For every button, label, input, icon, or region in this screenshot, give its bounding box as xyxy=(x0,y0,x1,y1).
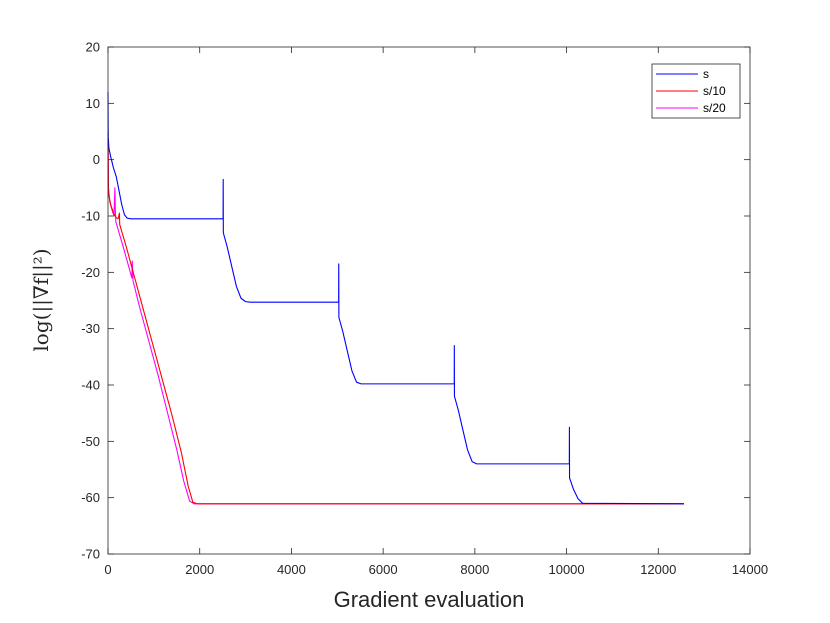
y-axis-label: log(||∇f||²) xyxy=(29,248,54,351)
plot-frame xyxy=(107,46,751,555)
y-tick-label: -60 xyxy=(81,490,100,505)
y-tick-label: 0 xyxy=(93,152,100,167)
series-line-s-10 xyxy=(107,131,684,505)
x-tick-label: 6000 xyxy=(369,562,398,577)
y-tick-label: -50 xyxy=(81,434,100,449)
y-tick-labels: -70 -60 -50 -40 -30 -20 -10 0 10 20 xyxy=(81,40,100,562)
x-tick-label: 4000 xyxy=(277,562,306,577)
legend: s s/10 s/20 xyxy=(651,63,741,119)
series-group xyxy=(107,92,684,505)
legend-label: s/10 xyxy=(703,84,726,98)
x-axis-label: Gradient evaluation xyxy=(334,587,525,612)
x-tick-label: 2000 xyxy=(185,562,214,577)
y-tick-label: -70 xyxy=(81,547,100,562)
y-tick-label: -40 xyxy=(81,378,100,393)
y-tick-label: 10 xyxy=(86,96,100,111)
x-tick-label: 0 xyxy=(104,562,111,577)
plot-area xyxy=(108,47,750,554)
series-line-s xyxy=(107,92,684,505)
x-tick-labels: 0 2000 4000 6000 8000 10000 12000 14000 xyxy=(104,562,768,577)
y-tick-label: -10 xyxy=(81,209,100,224)
y-tick-label: 20 xyxy=(86,40,100,55)
x-tick-label: 8000 xyxy=(460,562,489,577)
x-tick-label: 12000 xyxy=(640,562,676,577)
y-tick-label: -20 xyxy=(81,265,100,280)
legend-label: s/20 xyxy=(703,101,726,115)
x-tick-label: 14000 xyxy=(732,562,768,577)
y-tick-label: -30 xyxy=(81,321,100,336)
legend-label: s xyxy=(703,67,709,81)
x-tick-label: 10000 xyxy=(548,562,584,577)
